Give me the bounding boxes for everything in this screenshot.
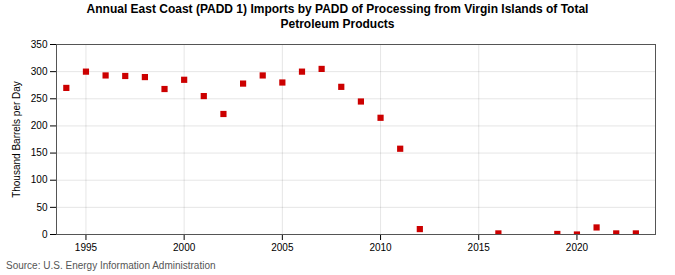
svg-text:350: 350 [31,39,48,50]
html-text:Annual East Coast (PADD 1) Imp: Annual East Coast (PADD 1) Imports by PA… [86,2,589,31]
svg-text:150: 150 [31,147,48,158]
svg-text:2010: 2010 [369,242,392,253]
svg-text:50: 50 [36,202,48,213]
svg-text:300: 300 [31,66,48,77]
svg-text:2020: 2020 [566,242,589,253]
svg-text:1995: 1995 [75,242,98,253]
html-text:Source: U.S. Energy Informatio: Source: U.S. Energy Information Administ… [6,260,216,271]
svg-text:250: 250 [31,93,48,104]
svg-text:2015: 2015 [468,242,491,253]
svg-text:200: 200 [31,120,48,131]
svg-text:Thousand Barrels per Day: Thousand Barrels per Day [11,81,22,198]
svg-text:0: 0 [42,229,48,240]
svg-text:2005: 2005 [271,242,294,253]
svg-text:2000: 2000 [173,242,196,253]
svg-text:100: 100 [31,174,48,185]
